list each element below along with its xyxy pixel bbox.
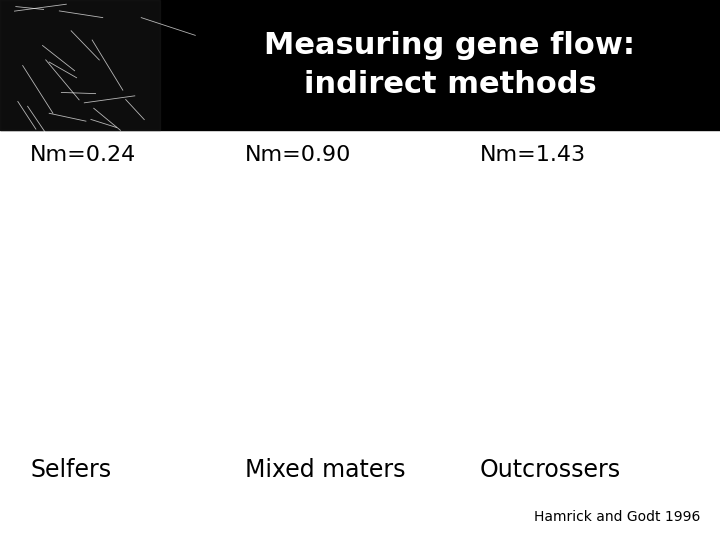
Text: Mixed maters: Mixed maters bbox=[245, 458, 405, 482]
Text: Nm=0.24: Nm=0.24 bbox=[30, 145, 136, 165]
Text: Outcrossers: Outcrossers bbox=[480, 458, 621, 482]
Text: Hamrick and Godt 1996: Hamrick and Godt 1996 bbox=[534, 510, 700, 524]
Text: Measuring gene flow:
indirect methods: Measuring gene flow: indirect methods bbox=[264, 31, 636, 99]
Text: Selfers: Selfers bbox=[30, 458, 111, 482]
Bar bbox=[0, 0, 720, 130]
Bar bbox=[0, 0, 160, 130]
Text: Nm=1.43: Nm=1.43 bbox=[480, 145, 586, 165]
Text: Nm=0.90: Nm=0.90 bbox=[245, 145, 351, 165]
